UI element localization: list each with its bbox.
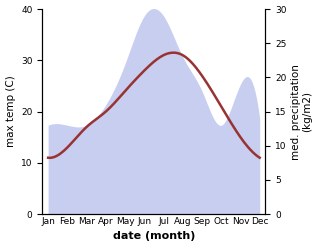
Y-axis label: med. precipitation
(kg/m2): med. precipitation (kg/m2)	[291, 64, 313, 160]
Y-axis label: max temp (C): max temp (C)	[5, 76, 16, 147]
X-axis label: date (month): date (month)	[113, 231, 195, 242]
